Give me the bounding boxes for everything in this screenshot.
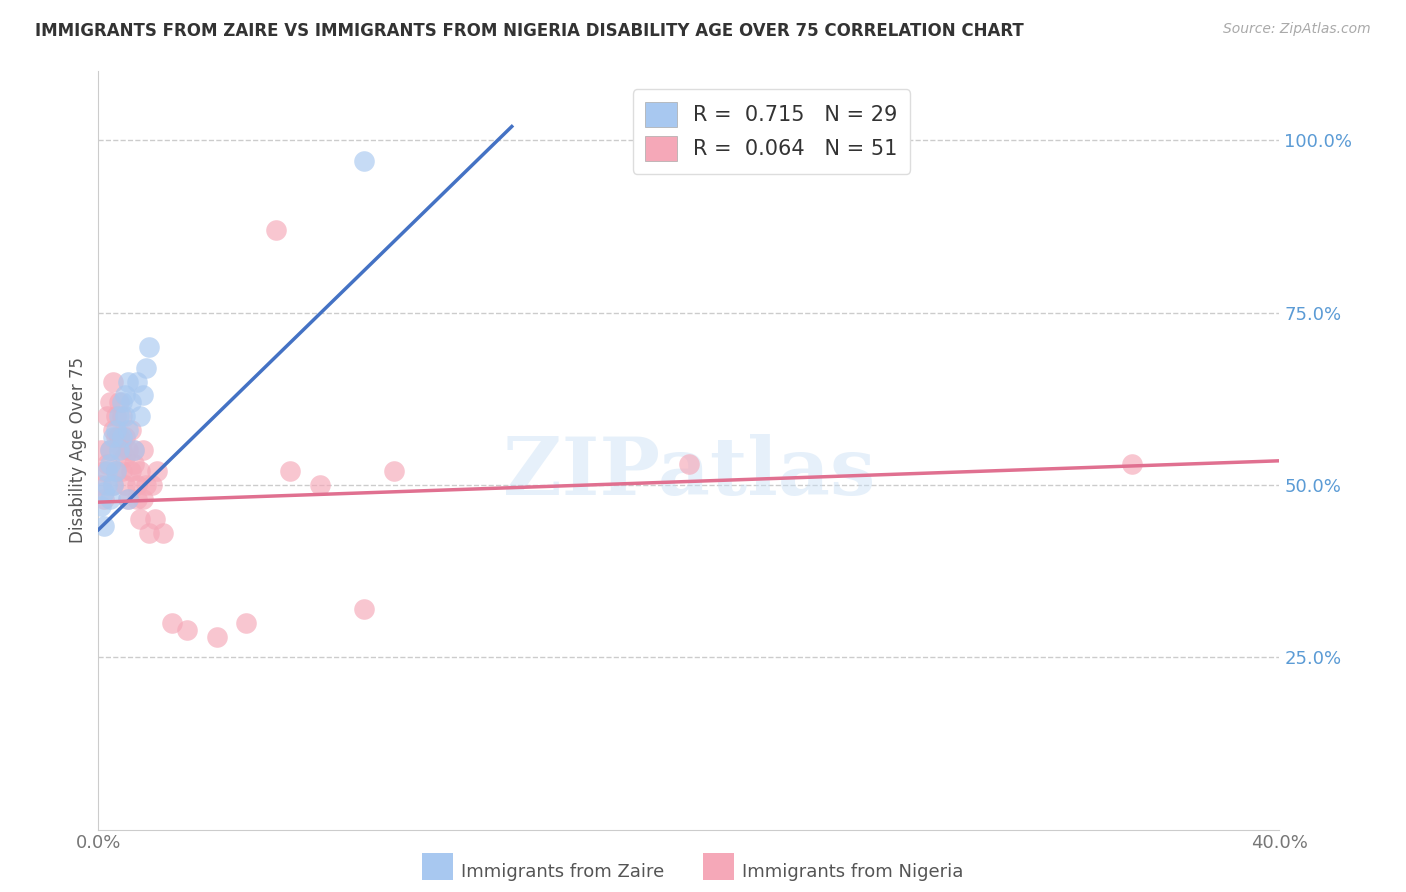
Point: [117, 423, 139, 437]
Point: [105, 423, 128, 437]
Point: [111, 464, 134, 478]
Point: [96, 464, 118, 478]
Point: [98, 457, 121, 471]
Point: [138, 526, 160, 541]
Point: [105, 464, 128, 478]
Point: [125, 478, 148, 492]
Point: [96, 478, 118, 492]
Point: [111, 430, 134, 444]
Point: [132, 491, 155, 506]
Point: [90, 443, 112, 458]
Point: [122, 457, 145, 471]
Point: [93, 491, 115, 506]
Point: [105, 430, 128, 444]
Point: [128, 409, 150, 423]
Point: [128, 464, 150, 478]
Point: [117, 443, 139, 458]
Point: [117, 491, 139, 506]
Text: IMMIGRANTS FROM ZAIRE VS IMMIGRANTS FROM NIGERIA DISABILITY AGE OVER 75 CORRELAT: IMMIGRANTS FROM ZAIRE VS IMMIGRANTS FROM…: [35, 22, 1024, 40]
Point: [353, 153, 375, 168]
Point: [353, 602, 375, 616]
Text: ZIPatlas: ZIPatlas: [503, 434, 875, 512]
Point: [125, 375, 148, 389]
Point: [132, 388, 155, 402]
Point: [105, 409, 128, 423]
Point: [138, 340, 160, 354]
Point: [96, 457, 118, 471]
Point: [120, 395, 142, 409]
Point: [111, 395, 134, 409]
Y-axis label: Disability Age Over 75: Disability Age Over 75: [69, 358, 87, 543]
Point: [90, 478, 112, 492]
Point: [103, 430, 125, 444]
Point: [96, 409, 118, 423]
Point: [103, 375, 125, 389]
Point: [103, 478, 125, 492]
Point: [108, 430, 131, 444]
Point: [93, 519, 115, 533]
Point: [114, 430, 136, 444]
Point: [103, 478, 125, 492]
Point: [132, 443, 155, 458]
Point: [114, 478, 136, 492]
Text: Immigrants from Nigeria: Immigrants from Nigeria: [742, 863, 963, 881]
Point: [135, 360, 157, 375]
Point: [205, 630, 228, 644]
Point: [152, 526, 174, 541]
Point: [111, 443, 134, 458]
Point: [120, 423, 142, 437]
Point: [128, 512, 150, 526]
Point: [98, 443, 121, 458]
Point: [93, 484, 115, 499]
Point: [117, 491, 139, 506]
Point: [108, 443, 131, 458]
Point: [678, 457, 700, 471]
Point: [90, 499, 112, 513]
Point: [111, 409, 134, 423]
Point: [105, 464, 128, 478]
Point: [235, 615, 257, 630]
Point: [117, 375, 139, 389]
Point: [143, 512, 166, 526]
Point: [108, 395, 131, 409]
Point: [309, 478, 332, 492]
Point: [114, 450, 136, 465]
Point: [108, 409, 131, 423]
Legend: R =  0.715   N = 29, R =  0.064   N = 51: R = 0.715 N = 29, R = 0.064 N = 51: [633, 89, 910, 174]
Point: [122, 443, 145, 458]
Point: [176, 623, 198, 637]
Text: Immigrants from Zaire: Immigrants from Zaire: [461, 863, 665, 881]
Point: [114, 409, 136, 423]
Point: [280, 464, 302, 478]
Point: [135, 478, 157, 492]
Point: [382, 464, 405, 478]
Point: [122, 443, 145, 458]
Point: [98, 443, 121, 458]
Point: [114, 388, 136, 402]
Text: Source: ZipAtlas.com: Source: ZipAtlas.com: [1223, 22, 1371, 37]
Point: [162, 615, 183, 630]
Point: [93, 464, 115, 478]
Point: [141, 478, 163, 492]
Point: [264, 223, 287, 237]
Point: [103, 423, 125, 437]
Point: [98, 395, 121, 409]
Point: [1121, 457, 1143, 471]
Point: [98, 491, 121, 506]
Point: [120, 464, 142, 478]
Point: [146, 464, 169, 478]
Point: [125, 491, 148, 506]
